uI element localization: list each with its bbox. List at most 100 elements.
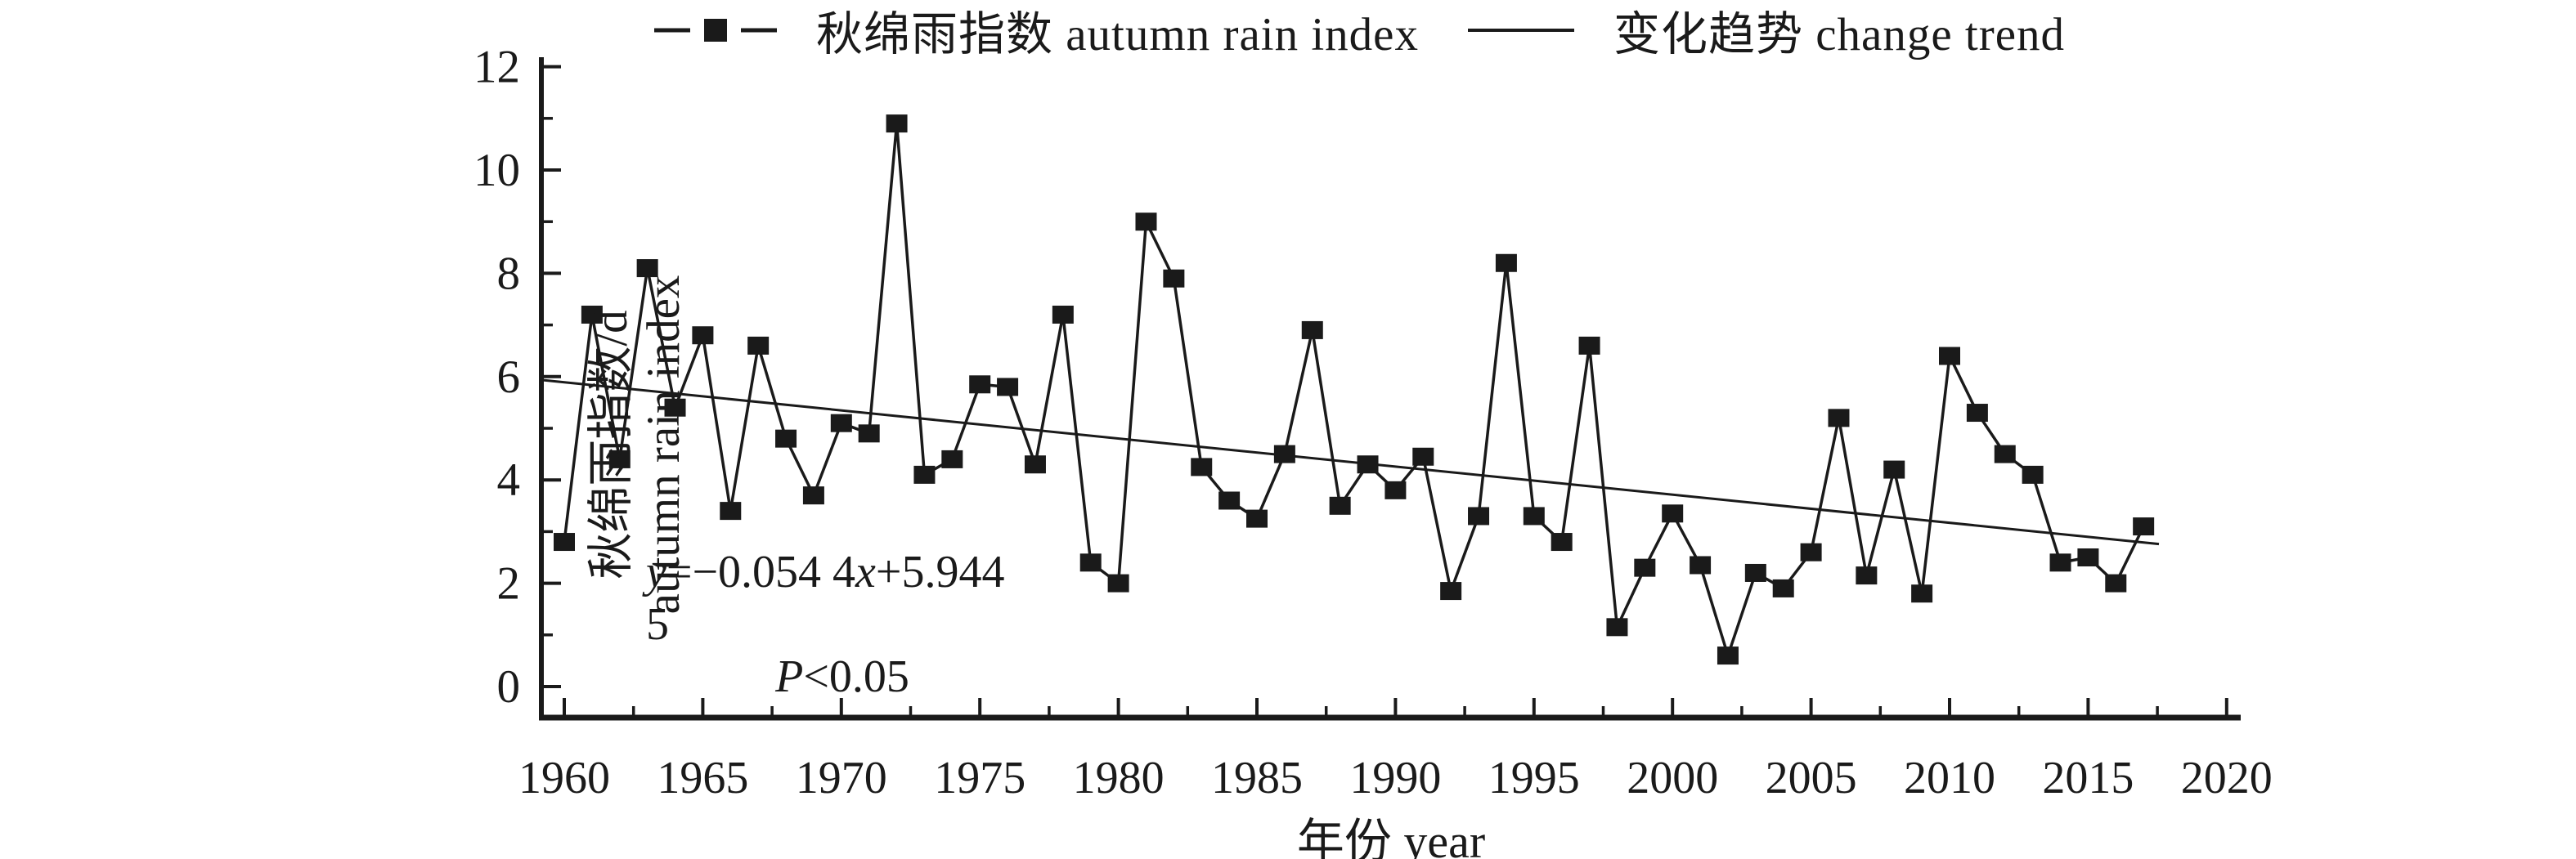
y-axis-title: 秋绵雨指数/d autumn rain index [540,275,736,615]
y-axis-title-wrap: 秋绵雨指数/d autumn rain index [254,57,689,718]
data-point-marker [2049,553,2071,572]
data-point-marker [1301,320,1323,339]
data-point-marker [1883,460,1905,479]
data-point-marker [1690,556,1712,575]
y-tick-label: 0 [497,661,521,713]
data-point-marker [997,378,1019,396]
data-point-marker [1468,507,1490,526]
legend-item-change-trend: 变化趋势 change trend [1467,0,2065,64]
x-tick-label: 1965 [657,753,748,803]
data-point-marker [1107,574,1129,593]
data-point-marker [941,450,963,468]
data-point-marker [858,424,880,443]
data-point-marker [1024,455,1046,474]
data-point-marker [747,336,770,355]
x-tick-label: 1980 [1073,753,1165,803]
data-point-marker [1717,646,1739,665]
legend-item-autumn-rain-index: 秋绵雨指数 autumn rain index [654,0,1419,64]
data-point-marker [1191,458,1213,476]
regression-equation: y=−0.054 4x+5.944 5 [646,546,1039,651]
data-point-marker [1662,504,1684,523]
data-point-marker [720,502,742,521]
data-point-marker [1246,509,1268,528]
x-tick-label: 1960 [518,753,610,803]
math-text: +5.944 5 [646,547,1005,650]
legend-sample-dash-square-icon [654,19,777,42]
data-point-marker [1079,553,1102,572]
data-point-marker [775,429,797,448]
math-variable: y [646,547,666,597]
data-point-marker [1384,481,1407,499]
data-point-marker [1856,566,1878,585]
x-tick-label: 2010 [1904,753,1995,803]
data-point-marker [1495,253,1517,272]
data-point-marker [1551,533,1573,552]
data-point-marker [830,414,852,432]
data-point-marker [1606,618,1628,637]
data-point-marker [2105,574,2127,593]
y-tick-label: 12 [473,42,520,93]
data-point-marker [1523,507,1545,526]
data-point-marker [1273,445,1295,463]
x-tick-label: 2000 [1627,753,1718,803]
legend: 秋绵雨指数 autumn rain index 变化趋势 change tren… [654,2,2065,60]
math-text: <0.05 [803,651,909,702]
data-point-marker [1440,582,1462,601]
data-point-marker [886,114,908,133]
data-point-marker [1052,305,1074,324]
x-tick-label: 1985 [1211,753,1303,803]
data-point-marker [1578,336,1600,355]
legend-label-autumn-rain-index: 秋绵雨指数 autumn rain index [816,9,1419,60]
math-variable: P [775,651,804,702]
data-point-marker [2133,517,2155,536]
regression-annotation: y=−0.054 4x+5.944 5 P<0.05 [646,546,1039,703]
x-tick-label: 2020 [2181,753,2273,803]
data-point-marker [1772,579,1794,597]
x-tick-label: 2005 [1766,753,1857,803]
data-point-marker [1412,447,1434,466]
y-tick-label: 8 [497,248,521,299]
legend-label-change-trend: 变化趋势 change trend [1613,9,2065,60]
data-point-marker [692,326,714,345]
data-point-marker [1135,213,1157,231]
math-text: =−0.054 4 [666,547,856,597]
data-point-marker [664,398,686,417]
x-tick-label: 1970 [796,753,887,803]
data-point-marker [1939,347,1960,365]
autumn-rain-index-line [563,123,2145,660]
data-point-marker [2077,548,2099,566]
data-point-marker [581,305,603,324]
x-tick-label: 2015 [2042,753,2134,803]
y-tick-label: 6 [497,351,521,403]
data-point-marker [1329,496,1351,515]
x-tick-label: 1995 [1488,753,1580,803]
data-point-marker [1828,409,1850,427]
data-point-marker [802,486,824,505]
data-point-marker [554,533,575,552]
x-axis-title: 年份 year [1296,815,1486,859]
data-point-marker [608,450,631,468]
math-variable: x [855,547,876,597]
data-point-marker [1966,404,1988,423]
data-point-marker [1994,445,2016,463]
regression-p-value: P<0.05 [646,651,1039,703]
x-tick-label: 1990 [1349,753,1441,803]
data-point-marker [969,375,991,394]
data-point-marker [1218,491,1241,510]
y-tick-label: 4 [497,454,521,506]
legend-sample-solid-line-icon [1467,29,1574,32]
y-axis-title-zh: 秋绵雨指数/d [586,310,637,579]
data-point-marker [1634,558,1656,577]
y-tick-label: 10 [473,145,520,196]
x-tick-label: 1975 [934,753,1025,803]
data-point-marker [636,259,658,278]
data-point-marker [1911,584,1933,603]
trend-line [541,378,2160,546]
data-point-marker [1163,269,1185,288]
y-tick-label: 2 [497,558,521,610]
data-point-marker [1800,543,1822,561]
data-point-marker [1744,563,1766,582]
data-point-marker [2022,465,2044,484]
